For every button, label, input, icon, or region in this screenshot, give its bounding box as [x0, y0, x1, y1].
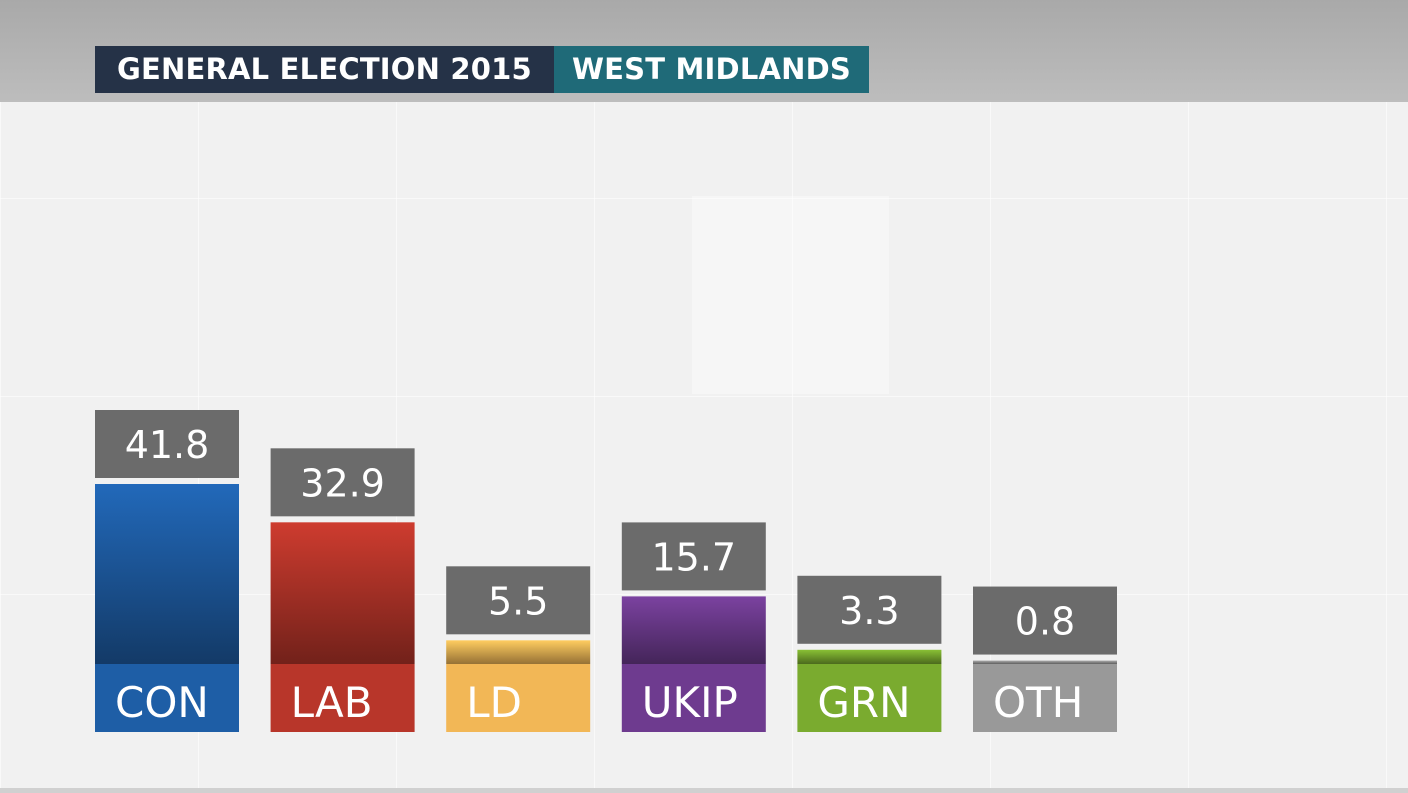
- bar-group-ld: LD 5.5: [446, 566, 591, 732]
- value-label-ukip: 15.7: [651, 535, 736, 579]
- value-box-con: [95, 410, 239, 478]
- value-label-oth: 0.8: [1015, 600, 1075, 644]
- election-title: GENERAL ELECTION 2015: [95, 46, 554, 93]
- value-box-ld: [446, 566, 591, 635]
- chart-header: GENERAL ELECTION 2015 WEST MIDLANDS: [95, 46, 869, 93]
- value-label-con: 41.8: [125, 423, 210, 467]
- bar-group-grn: GRN 3.3: [797, 575, 942, 732]
- bar-con: [95, 484, 239, 664]
- value-label-ld: 5.5: [488, 579, 548, 623]
- category-band-con: [95, 664, 239, 732]
- region-title: WEST MIDLANDS: [553, 46, 869, 93]
- value-box-lab: [270, 448, 415, 517]
- background-tile: [692, 196, 889, 394]
- bar-group-con: CON 41.8: [95, 410, 239, 732]
- bar-ukip: [621, 596, 766, 664]
- bar-group-oth: OTH 0.8: [973, 586, 1117, 732]
- category-label-oth: OTH: [993, 678, 1083, 727]
- category-band-oth: [973, 664, 1117, 732]
- value-label-grn: 3.3: [839, 589, 899, 633]
- category-label-lab: LAB: [291, 678, 373, 727]
- category-band-ukip: [621, 664, 766, 732]
- value-label-lab: 32.9: [300, 461, 385, 505]
- bar-group-ukip: UKIP 15.7: [621, 522, 766, 732]
- bottom-rule: [0, 788, 1408, 793]
- bar-group-lab: LAB 32.9: [270, 448, 415, 732]
- value-box-ukip: [621, 522, 766, 591]
- bar-oth: [973, 660, 1117, 664]
- category-label-ld: LD: [466, 678, 522, 727]
- category-label-grn: GRN: [817, 678, 910, 727]
- bar-grn: [797, 649, 942, 664]
- bar-ld: [446, 640, 591, 664]
- category-label-ukip: UKIP: [642, 678, 738, 727]
- value-box-grn: [797, 575, 942, 644]
- category-band-grn: [797, 664, 942, 732]
- category-band-lab: [270, 664, 415, 732]
- category-label-con: CON: [115, 678, 209, 727]
- category-band-ld: [446, 664, 591, 732]
- value-box-oth: [973, 586, 1117, 655]
- bar-lab: [270, 522, 415, 664]
